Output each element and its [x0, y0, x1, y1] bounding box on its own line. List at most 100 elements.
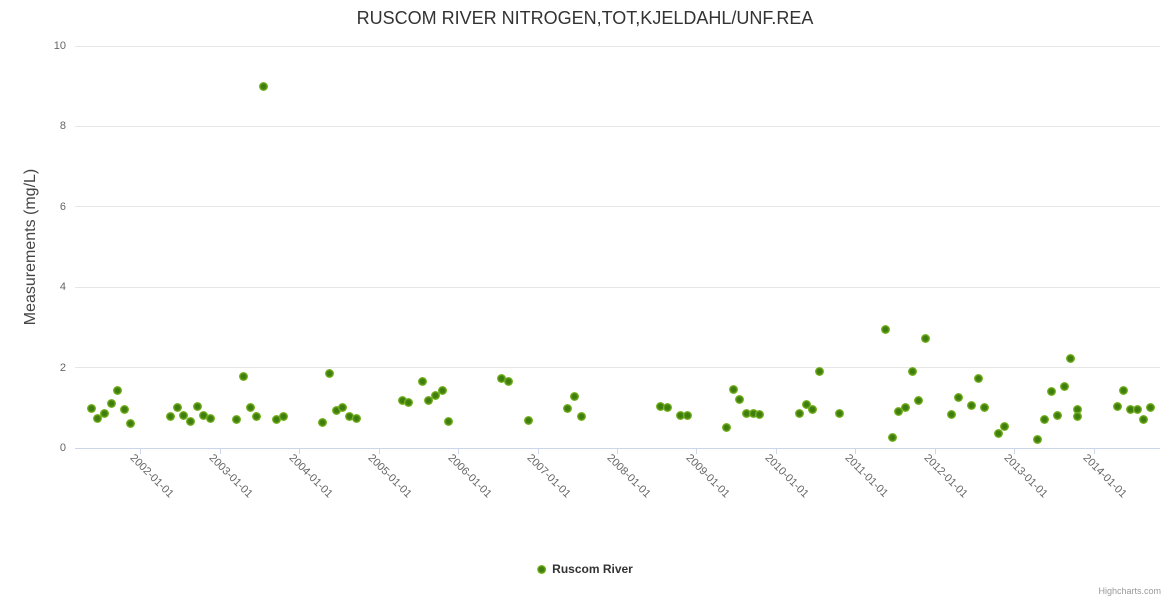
x-tick-label: 2005-01-01	[365, 452, 414, 501]
data-point[interactable]	[748, 408, 758, 418]
data-point[interactable]	[973, 373, 983, 383]
data-point[interactable]	[1066, 353, 1076, 363]
data-point[interactable]	[967, 400, 977, 410]
data-point[interactable]	[351, 414, 361, 424]
data-point[interactable]	[728, 384, 738, 394]
data-point[interactable]	[1145, 402, 1155, 412]
y-gridline	[75, 367, 1160, 369]
data-point[interactable]	[497, 374, 507, 384]
x-tick-label: 2006-01-01	[445, 452, 494, 501]
data-point[interactable]	[430, 390, 440, 400]
data-point[interactable]	[199, 411, 209, 421]
x-axis-tick	[140, 448, 142, 454]
data-point[interactable]	[1000, 422, 1010, 432]
data-point[interactable]	[86, 404, 96, 414]
x-axis-tick	[219, 448, 221, 454]
data-point[interactable]	[980, 402, 990, 412]
data-point[interactable]	[881, 324, 891, 334]
y-tick-label: 4	[59, 281, 66, 294]
x-tick-label: 2004-01-01	[286, 452, 335, 501]
data-point[interactable]	[523, 416, 533, 426]
data-point[interactable]	[1132, 404, 1142, 414]
data-point[interactable]	[179, 410, 189, 420]
data-point[interactable]	[576, 412, 586, 422]
data-point[interactable]	[814, 367, 824, 377]
data-point[interactable]	[1033, 435, 1043, 445]
highcharts-credits[interactable]: Highcharts.com	[1098, 586, 1161, 596]
data-point[interactable]	[1073, 404, 1083, 414]
data-point[interactable]	[795, 409, 805, 419]
data-point[interactable]	[1125, 404, 1135, 414]
data-point[interactable]	[417, 377, 427, 387]
data-point[interactable]	[272, 414, 282, 424]
data-point[interactable]	[331, 405, 341, 415]
data-point[interactable]	[258, 81, 268, 91]
data-point[interactable]	[424, 396, 434, 406]
data-point[interactable]	[338, 403, 348, 413]
data-point[interactable]	[569, 391, 579, 401]
data-point[interactable]	[245, 402, 255, 412]
data-point[interactable]	[993, 428, 1003, 438]
data-point[interactable]	[1112, 402, 1122, 412]
data-point[interactable]	[742, 408, 752, 418]
data-point[interactable]	[1139, 415, 1149, 425]
x-axis-tick	[537, 448, 539, 454]
data-point[interactable]	[113, 385, 123, 395]
data-point[interactable]	[252, 412, 262, 422]
data-point[interactable]	[808, 405, 818, 415]
data-point[interactable]	[801, 399, 811, 409]
data-point[interactable]	[444, 416, 454, 426]
data-point[interactable]	[166, 412, 176, 422]
data-point[interactable]	[907, 367, 917, 377]
x-tick-label: 2011-01-01	[842, 452, 890, 500]
x-axis-tick	[1014, 448, 1016, 454]
data-point[interactable]	[662, 403, 672, 413]
data-point[interactable]	[914, 395, 924, 405]
data-point[interactable]	[1119, 386, 1129, 395]
data-point[interactable]	[947, 410, 957, 420]
data-point[interactable]	[920, 334, 930, 344]
data-point[interactable]	[953, 392, 963, 402]
data-point[interactable]	[318, 417, 328, 427]
data-point[interactable]	[325, 368, 335, 378]
data-point[interactable]	[834, 409, 844, 419]
data-point[interactable]	[1059, 381, 1069, 391]
data-point[interactable]	[563, 403, 573, 413]
data-point[interactable]	[1073, 412, 1083, 422]
data-point[interactable]	[755, 409, 765, 419]
data-point[interactable]	[232, 414, 242, 424]
data-point[interactable]	[682, 410, 692, 420]
data-point[interactable]	[675, 410, 685, 420]
data-point[interactable]	[106, 398, 116, 408]
data-point[interactable]	[656, 401, 666, 411]
legend-item-ruscom-river[interactable]: Ruscom River	[537, 562, 633, 576]
data-point[interactable]	[205, 413, 215, 423]
data-point[interactable]	[186, 416, 196, 426]
data-point[interactable]	[100, 408, 110, 418]
data-point[interactable]	[126, 418, 136, 428]
data-point[interactable]	[894, 407, 904, 417]
data-point[interactable]	[344, 412, 354, 422]
data-point[interactable]	[93, 413, 103, 423]
y-tick-label: 8	[59, 120, 66, 133]
data-point[interactable]	[900, 402, 910, 412]
data-point[interactable]	[404, 397, 414, 407]
data-point[interactable]	[119, 404, 129, 414]
data-point[interactable]	[437, 386, 447, 395]
data-point[interactable]	[172, 402, 182, 412]
data-point[interactable]	[192, 402, 202, 412]
data-point[interactable]	[1053, 411, 1063, 421]
y-gridline	[75, 286, 1160, 288]
data-point[interactable]	[278, 412, 288, 422]
data-point[interactable]	[735, 394, 745, 404]
data-point[interactable]	[1046, 387, 1056, 397]
data-point[interactable]	[397, 395, 407, 405]
data-point[interactable]	[503, 377, 513, 387]
data-point[interactable]	[239, 372, 249, 382]
data-point[interactable]	[887, 433, 897, 443]
data-point[interactable]	[722, 422, 732, 432]
x-tick-label: 2008-01-01	[604, 452, 653, 501]
data-point[interactable]	[1039, 415, 1049, 425]
legend-series-label: Ruscom River	[552, 562, 633, 576]
